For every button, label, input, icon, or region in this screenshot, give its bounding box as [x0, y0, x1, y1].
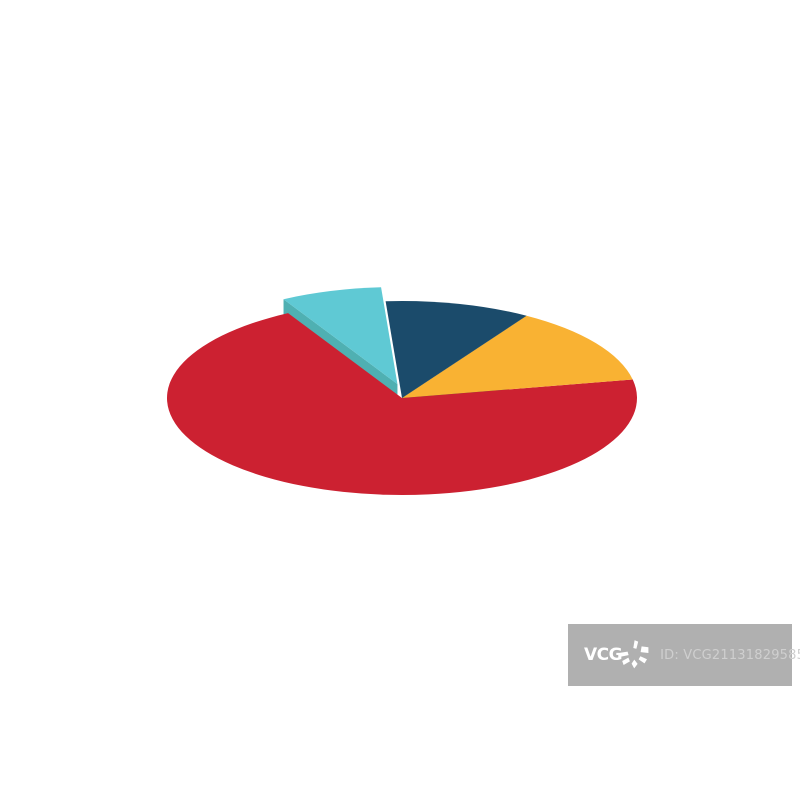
watermark-id-label: ID: VCG211318295853 — [660, 647, 800, 663]
watermark-brand-label: VCG — [584, 644, 623, 665]
watermark-logo: VCG — [584, 624, 651, 686]
watermark-banner: VCG ID: VCG211318295853 — [568, 624, 800, 686]
pie-slice-top-segment-1 — [166, 313, 638, 495]
pie-slice-top-segment-4 — [283, 287, 398, 385]
pie-slice-top-segment-2 — [402, 315, 633, 398]
pie-slice-top-segment-3 — [385, 301, 527, 398]
vcg-burst-icon — [620, 640, 649, 669]
